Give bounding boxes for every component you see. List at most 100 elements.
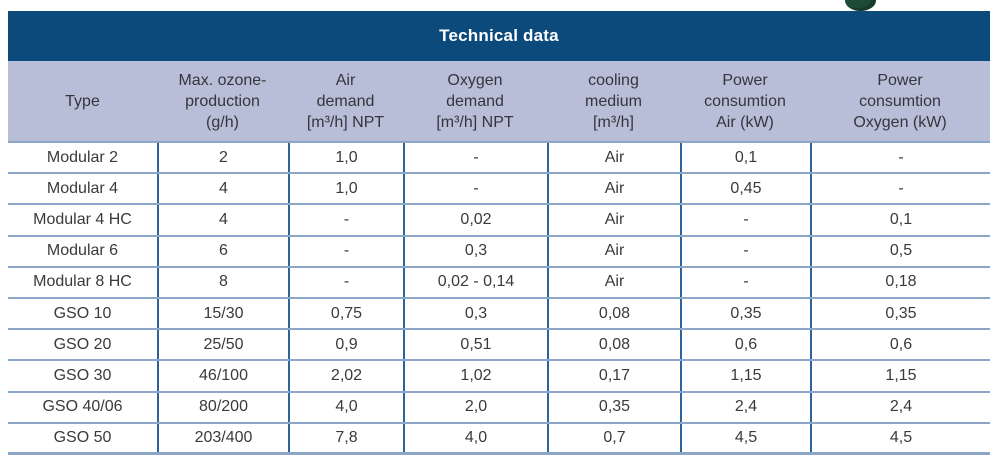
header-line: Max. ozone- bbox=[178, 71, 267, 89]
cell-type: Modular 4 bbox=[46, 179, 119, 197]
cell-power-consumtion-air: 0,45 bbox=[680, 174, 810, 204]
table-row: GSO 30 46/100 2,02 1,02 0,17 1,15 1,15 bbox=[8, 361, 990, 393]
cell-power-consumtion-air: 2,4 bbox=[680, 392, 810, 422]
cell-power-consumtion-oxygen: - bbox=[810, 174, 990, 204]
cell-max-ozone-production: 8 bbox=[157, 267, 288, 297]
cell-cooling-medium: Air bbox=[547, 236, 680, 266]
cell-power-consumtion-air: 4,5 bbox=[680, 423, 810, 452]
column-header-cooling-medium: cooling medium [m³/h] bbox=[547, 61, 680, 141]
column-header-power-consumtion-air: Power consumtion Air (kW) bbox=[680, 61, 810, 141]
table-body: Modular 2 2 1,0 - Air 0,1 - Modular 4 4 … bbox=[8, 143, 990, 455]
table-row: Modular 4 HC 4 - 0,02 Air - 0,1 bbox=[8, 205, 990, 237]
header-line: consumtion bbox=[859, 92, 941, 110]
cell-max-ozone-production: 4 bbox=[157, 205, 288, 235]
table-row: GSO 10 15/30 0,75 0,3 0,08 0,35 0,35 bbox=[8, 298, 990, 331]
header-line: consumtion bbox=[704, 92, 786, 110]
cell-oxygen-demand: 0,3 bbox=[403, 236, 547, 266]
header-line: Oxygen bbox=[447, 71, 503, 89]
cell-power-consumtion-air: 1,15 bbox=[680, 361, 810, 391]
cell-cooling-medium: Air bbox=[547, 267, 680, 297]
header-line: Power bbox=[877, 71, 923, 89]
cell-type: GSO 40/06 bbox=[42, 398, 123, 416]
header-line: Air (kW) bbox=[716, 113, 774, 131]
cell-cooling-medium: Air bbox=[547, 143, 680, 173]
cell-air-demand: - bbox=[288, 267, 403, 297]
cell-cooling-medium: 0,08 bbox=[547, 298, 680, 329]
cell-max-ozone-production: 4 bbox=[157, 174, 288, 204]
cell-type: GSO 50 bbox=[53, 428, 112, 446]
column-header-type: Type bbox=[8, 61, 157, 141]
cell-type: GSO 20 bbox=[53, 335, 112, 353]
cell-max-ozone-production: 46/100 bbox=[157, 361, 288, 391]
cell-power-consumtion-oxygen: 1,15 bbox=[810, 361, 990, 391]
header-line: production bbox=[185, 92, 260, 110]
column-header-oxygen-demand: Oxygen demand [m³/h] NPT bbox=[403, 61, 547, 141]
cell-type: Modular 6 bbox=[46, 242, 119, 260]
table-title: Technical data bbox=[439, 26, 559, 45]
cell-cooling-medium: Air bbox=[547, 174, 680, 204]
header-line: demand bbox=[316, 92, 375, 110]
cell-oxygen-demand: - bbox=[403, 174, 547, 204]
table-row: Modular 2 2 1,0 - Air 0,1 - bbox=[8, 143, 990, 175]
cell-cooling-medium: Air bbox=[547, 205, 680, 235]
header-line: [m³/h] NPT bbox=[306, 113, 385, 131]
cell-power-consumtion-air: 0,6 bbox=[680, 330, 810, 360]
cell-cooling-medium: 0,7 bbox=[547, 423, 680, 452]
header-line: medium bbox=[585, 92, 642, 110]
cell-power-consumtion-oxygen: 4,5 bbox=[810, 423, 990, 452]
column-header-air-demand: Air demand [m³/h] NPT bbox=[288, 61, 403, 141]
cell-air-demand: 4,0 bbox=[288, 392, 403, 422]
header-line: Oxygen (kW) bbox=[853, 113, 947, 131]
cell-air-demand: 7,8 bbox=[288, 423, 403, 452]
cell-oxygen-demand: 1,02 bbox=[403, 361, 547, 391]
cell-power-consumtion-air: 0,1 bbox=[680, 143, 810, 173]
table-row: Modular 4 4 1,0 - Air 0,45 - bbox=[8, 174, 990, 206]
cell-max-ozone-production: 6 bbox=[157, 236, 288, 266]
cell-oxygen-demand: 4,0 bbox=[403, 423, 547, 452]
cell-power-consumtion-oxygen: 0,6 bbox=[810, 330, 990, 360]
cell-type: GSO 30 bbox=[53, 366, 112, 384]
cell-power-consumtion-air: - bbox=[680, 236, 810, 266]
cell-cooling-medium: 0,08 bbox=[547, 330, 680, 360]
cell-oxygen-demand: 0,02 - 0,14 bbox=[403, 267, 547, 297]
cell-oxygen-demand: 0,51 bbox=[403, 330, 547, 360]
column-header-max-ozone-production: Max. ozone- production (g/h) bbox=[157, 61, 288, 141]
cell-max-ozone-production: 80/200 bbox=[157, 392, 288, 422]
cell-max-ozone-production: 25/50 bbox=[157, 330, 288, 360]
header-line: Type bbox=[65, 92, 100, 110]
cell-power-consumtion-air: - bbox=[680, 205, 810, 235]
header-line: demand bbox=[446, 92, 504, 110]
cell-power-consumtion-air: 0,35 bbox=[680, 298, 810, 329]
cell-air-demand: - bbox=[288, 205, 403, 235]
cell-power-consumtion-oxygen: 0,18 bbox=[810, 267, 990, 297]
cell-cooling-medium: 0,35 bbox=[547, 392, 680, 422]
cell-type: Modular 8 HC bbox=[33, 273, 132, 291]
cell-cooling-medium: 0,17 bbox=[547, 361, 680, 391]
cell-oxygen-demand: 2,0 bbox=[403, 392, 547, 422]
header-line: Air bbox=[335, 71, 356, 89]
cell-power-consumtion-oxygen: 0,1 bbox=[810, 205, 990, 235]
cell-oxygen-demand: 0,3 bbox=[403, 298, 547, 329]
cell-power-consumtion-oxygen: - bbox=[810, 143, 990, 173]
cell-air-demand: 1,0 bbox=[288, 143, 403, 173]
cell-type: Modular 2 bbox=[46, 148, 119, 166]
table-row: Modular 6 6 - 0,3 Air - 0,5 bbox=[8, 236, 990, 268]
header-line: (g/h) bbox=[206, 113, 239, 131]
table-row: GSO 40/06 80/200 4,0 2,0 0,35 2,4 2,4 bbox=[8, 392, 990, 424]
table-header-row: Type Max. ozone- production (g/h) Air de… bbox=[8, 61, 990, 143]
cell-oxygen-demand: 0,02 bbox=[403, 205, 547, 235]
technical-data-table: Technical data Type Max. ozone- producti… bbox=[8, 11, 990, 455]
cell-air-demand: 0,75 bbox=[288, 298, 403, 329]
cell-max-ozone-production: 203/400 bbox=[157, 423, 288, 452]
cell-type: Modular 4 HC bbox=[33, 210, 132, 228]
header-line: [m³/h] NPT bbox=[436, 113, 514, 131]
cell-air-demand: 0,9 bbox=[288, 330, 403, 360]
cell-power-consumtion-air: - bbox=[680, 267, 810, 297]
header-line: cooling bbox=[588, 71, 639, 89]
cell-max-ozone-production: 2 bbox=[157, 143, 288, 173]
cropped-logo-fragment bbox=[845, 0, 876, 11]
header-line: Power bbox=[722, 71, 768, 89]
table-row: GSO 20 25/50 0,9 0,51 0,08 0,6 0,6 bbox=[8, 330, 990, 362]
table-title-bar: Technical data bbox=[8, 11, 990, 61]
table-row: Modular 8 HC 8 - 0,02 - 0,14 Air - 0,18 bbox=[8, 267, 990, 299]
